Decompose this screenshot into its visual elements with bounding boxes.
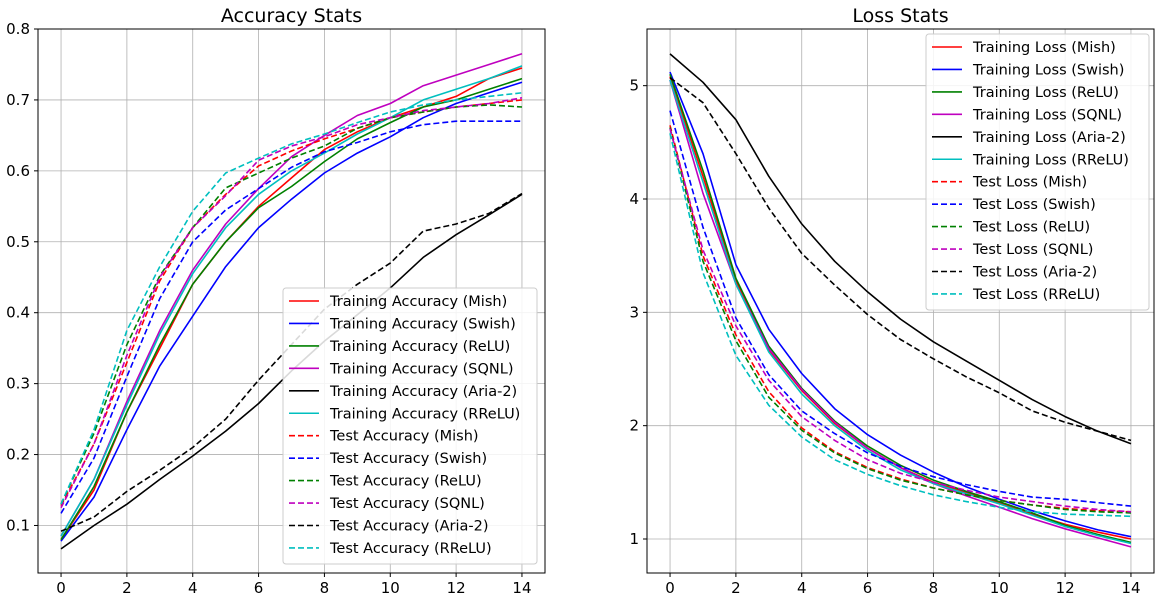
legend-label: Training Accuracy (Swish) bbox=[329, 316, 516, 332]
legend-label: Training Loss (SQNL) bbox=[972, 107, 1122, 123]
legend-label: Training Accuracy (RReLU) bbox=[329, 406, 520, 422]
series-line-5 bbox=[669, 53, 1132, 445]
y-tick-label: 0.4 bbox=[6, 304, 30, 322]
x-tick-label: 0 bbox=[665, 579, 675, 597]
series-line-3 bbox=[669, 74, 1132, 544]
x-tick-label: 0 bbox=[56, 579, 66, 597]
chart-title: Loss Stats bbox=[852, 5, 948, 27]
y-tick-label: 2 bbox=[629, 417, 639, 435]
legend-label: Training Loss (Swish) bbox=[972, 62, 1124, 78]
x-tick-label: 6 bbox=[863, 579, 873, 597]
x-tick-label: 14 bbox=[512, 579, 531, 597]
y-tick-label: 0.5 bbox=[6, 233, 30, 251]
legend-label: Test Accuracy (ReLU) bbox=[329, 474, 482, 490]
legend-label: Training Accuracy (SQNL) bbox=[329, 361, 514, 377]
chart-title: Accuracy Stats bbox=[221, 5, 362, 27]
plot-frame bbox=[37, 28, 546, 574]
series-line-10 bbox=[60, 97, 523, 509]
series-line-9 bbox=[669, 127, 1132, 514]
chart-panel-1: 0 2 4 6 8 10 12 14 0.1 0.2 0.3 0.4 0.5 0.6 0.7 0.8 Accur… bbox=[6, 5, 546, 597]
legend-label: Test Accuracy (Mish) bbox=[329, 429, 479, 445]
y-tick-label: 0.2 bbox=[6, 446, 30, 464]
y-tick-label: 0.7 bbox=[6, 91, 30, 109]
y-tick-label: 1 bbox=[629, 530, 639, 548]
legend-label: Training Accuracy (Aria-2) bbox=[329, 384, 517, 400]
legend-label: Test Loss (Aria-2) bbox=[972, 265, 1097, 281]
legend: Training Accuracy (Mish) Training Accurac… bbox=[282, 287, 538, 565]
x-tick-label: 10 bbox=[381, 579, 400, 597]
series-line-12 bbox=[669, 133, 1132, 518]
series-line-6 bbox=[669, 79, 1132, 545]
y-tick-label: 4 bbox=[629, 190, 639, 208]
legend-box bbox=[282, 287, 538, 565]
x-tick-label: 4 bbox=[797, 579, 807, 597]
y-tick-label: 3 bbox=[629, 303, 639, 321]
legend-label: Test Loss (ReLU) bbox=[972, 220, 1090, 236]
y-tick-label: 0.1 bbox=[6, 516, 30, 534]
plot-frame bbox=[646, 28, 1155, 574]
legend-label: Test Accuracy (RReLU) bbox=[329, 541, 492, 557]
legend-label: Training Accuracy (ReLU) bbox=[329, 339, 510, 355]
legend-label: Training Accuracy (Mish) bbox=[329, 294, 507, 310]
series-line-6 bbox=[60, 65, 523, 537]
series-line-4 bbox=[60, 53, 523, 537]
legend-label: Training Loss (Aria-2) bbox=[972, 130, 1126, 146]
legend-label: Training Loss (RReLU) bbox=[972, 152, 1129, 168]
legend-label: Test Loss (Mish) bbox=[972, 175, 1087, 191]
legend-label: Test Accuracy (SQNL) bbox=[329, 496, 485, 512]
legend: Training Loss (Mish) Training Loss (Swish… bbox=[925, 33, 1150, 311]
legend-label: Test Accuracy (Aria-2) bbox=[329, 519, 489, 535]
y-tick-label: 0.6 bbox=[6, 162, 30, 180]
series-line-12 bbox=[60, 92, 523, 505]
series-line-8 bbox=[60, 120, 522, 514]
legend-label: Test Loss (Swish) bbox=[972, 197, 1096, 213]
y-tick-label: 0.3 bbox=[6, 375, 30, 393]
x-tick-label: 8 bbox=[320, 579, 330, 597]
legend-label: Test Accuracy (Swish) bbox=[329, 451, 487, 467]
x-tick-label: 14 bbox=[1121, 579, 1140, 597]
x-tick-label: 6 bbox=[254, 579, 264, 597]
series-line-10 bbox=[669, 128, 1132, 513]
series-line-2 bbox=[669, 71, 1132, 538]
legend-label: Training Loss (ReLU) bbox=[972, 85, 1119, 101]
x-tick-label: 8 bbox=[929, 579, 939, 597]
series-line-9 bbox=[60, 104, 523, 505]
series-line-8 bbox=[669, 110, 1132, 507]
x-tick-label: 2 bbox=[122, 579, 132, 597]
x-tick-label: 4 bbox=[188, 579, 198, 597]
y-tick-label: 0.8 bbox=[6, 20, 30, 38]
legend-label: Training Loss (Mish) bbox=[972, 40, 1116, 56]
legend-label: Test Loss (RReLU) bbox=[972, 287, 1100, 303]
x-tick-label: 2 bbox=[731, 579, 741, 597]
legend-box bbox=[925, 33, 1150, 311]
series-line-11 bbox=[669, 77, 1132, 442]
legend-label: Test Loss (SQNL) bbox=[972, 242, 1093, 258]
x-tick-label: 12 bbox=[447, 579, 466, 597]
y-tick-label: 5 bbox=[629, 77, 639, 95]
x-tick-label: 10 bbox=[990, 579, 1009, 597]
x-tick-label: 12 bbox=[1056, 579, 1075, 597]
